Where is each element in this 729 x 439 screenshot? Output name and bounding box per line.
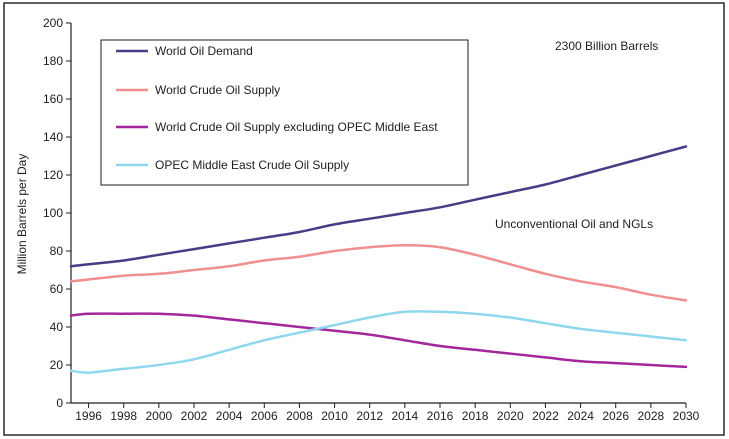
legend-label: OPEC Middle East Crude Oil Supply — [155, 158, 349, 172]
x-tick-label: 2008 — [286, 409, 313, 423]
x-tick-label: 2000 — [146, 409, 173, 423]
series-line-world-crude-oil-supply — [69, 244, 688, 302]
y-tick-label: 80 — [50, 244, 64, 258]
x-tick-label: 2024 — [567, 409, 594, 423]
x-tick-label: 2026 — [602, 409, 629, 423]
y-tick-label: 120 — [43, 168, 63, 182]
series-line-opec-me-supply — [69, 310, 688, 374]
y-tick-label: 180 — [43, 54, 63, 68]
legend-label: World Crude Oil Supply excluding OPEC Mi… — [155, 120, 438, 134]
series-line-supply-excluding-opec-me — [69, 312, 688, 369]
x-tick-label: 1998 — [110, 409, 137, 423]
y-tick-label: 140 — [43, 130, 63, 144]
x-tick-group: 1996 1998 2000 2002 2004 2006 2008 2010 2012 2014… — [75, 403, 700, 423]
x-tick-label: 2012 — [356, 409, 383, 423]
legend-label: World Crude Oil Supply — [155, 83, 280, 97]
x-tick-label: 2014 — [392, 409, 419, 423]
y-tick-label: 100 — [43, 206, 63, 220]
series-line-world-oil-demand — [69, 145, 688, 268]
x-tick-label: 2018 — [462, 409, 489, 423]
page-frame — [3, 2, 725, 436]
x-tick-label: 2022 — [532, 409, 559, 423]
y-tick-label: 200 — [43, 16, 63, 30]
x-tick-label: 2002 — [181, 409, 208, 423]
annotation-total-barrels: 2300 Billion Barrels — [555, 39, 658, 53]
x-tick-label: 2020 — [497, 409, 524, 423]
y-tick-label: 60 — [50, 282, 64, 296]
x-tick-label: 2010 — [321, 409, 348, 423]
annotation-unconventional: Unconventional Oil and NGLs — [495, 217, 653, 231]
legend-box — [100, 39, 469, 186]
x-tick-label: 2016 — [427, 409, 454, 423]
y-tick-label: 0 — [56, 396, 63, 410]
y-tick-label: 160 — [43, 92, 63, 106]
y-tick-group: 0 20 40 60 80 100 120 140 160 180 200 — [43, 16, 71, 410]
legend: World Oil Demand World Crude Oil Supply Wo… — [100, 39, 469, 186]
legend-label: World Oil Demand — [155, 44, 253, 58]
y-axis-title: Million Barrels per Day — [15, 154, 29, 275]
y-tick-label: 20 — [50, 358, 64, 372]
x-tick-label: 2004 — [216, 409, 243, 423]
x-tick-label: 2006 — [251, 409, 278, 423]
x-tick-label: 2028 — [638, 409, 665, 423]
x-tick-label: 1996 — [75, 409, 102, 423]
x-tick-label: 2030 — [673, 409, 700, 423]
y-tick-label: 40 — [50, 320, 64, 334]
series-layer — [69, 145, 688, 374]
